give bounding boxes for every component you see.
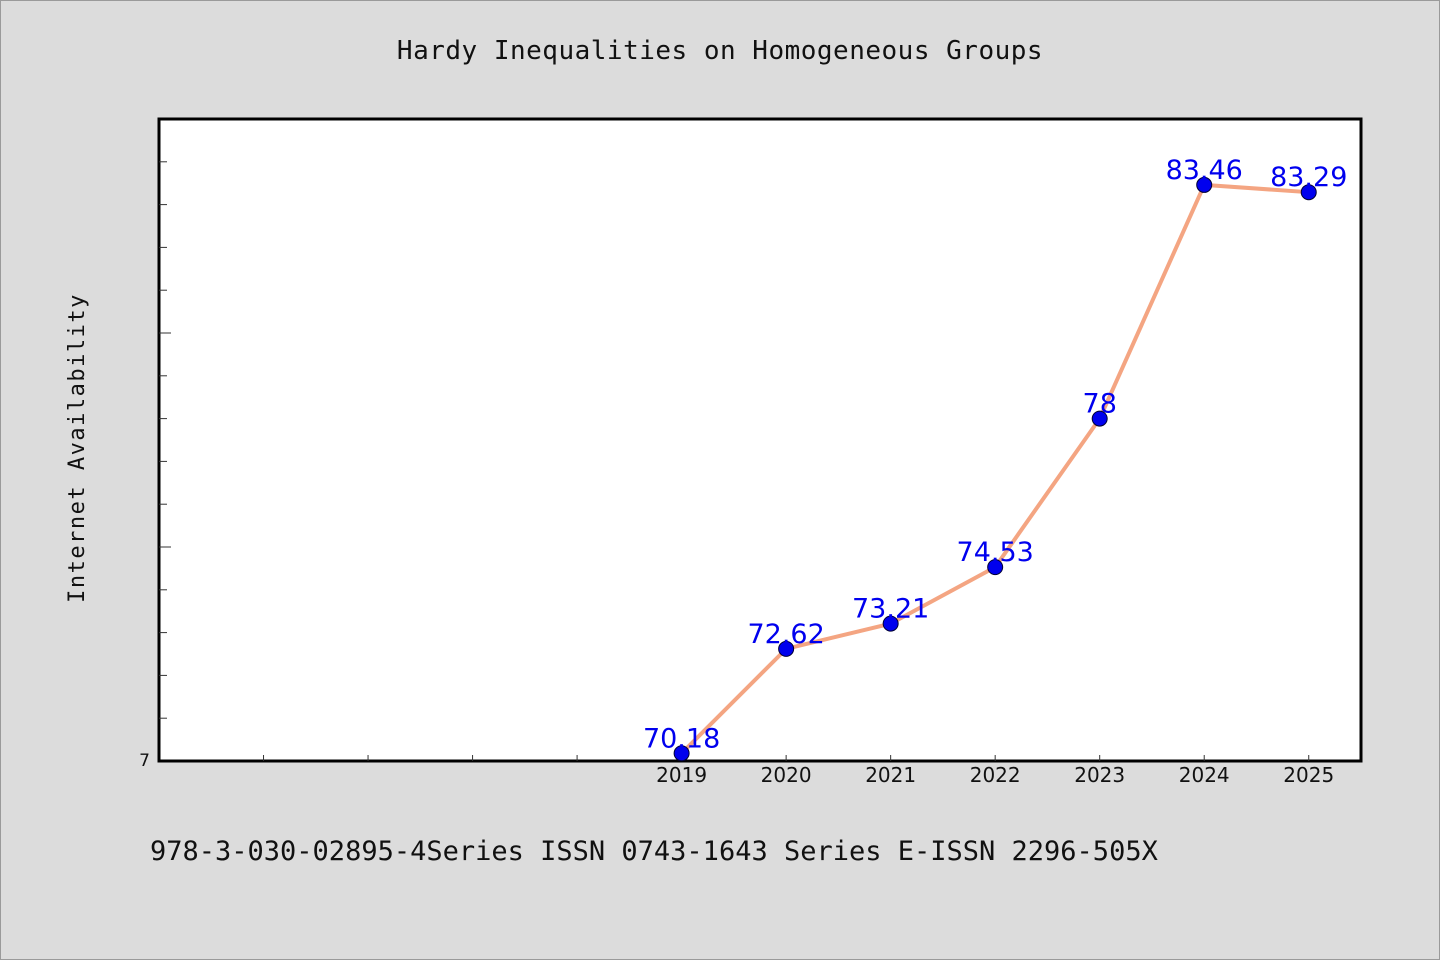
x-tick-label: 2025 <box>1283 763 1334 787</box>
data-label: 78 <box>1083 389 1117 420</box>
x-tick-label: 2024 <box>1179 763 1230 787</box>
x-tick-label: 2020 <box>761 763 812 787</box>
data-point <box>1196 176 1213 193</box>
y-axis-ticks <box>159 161 171 719</box>
x-tick-label: 2022 <box>970 763 1021 787</box>
data-point <box>882 615 899 632</box>
footer-isbn: 978-3-030-02895-4Series ISSN 0743-1643 S… <box>150 836 1158 867</box>
data-label: 70.18 <box>643 723 720 754</box>
x-tick-label: 2021 <box>865 763 916 787</box>
data-point <box>1091 410 1108 427</box>
series-group: 70.18 72.62 73.21 74.53 78 83.46 83.29 <box>643 155 1347 762</box>
data-point <box>987 559 1004 576</box>
data-label: 74.53 <box>957 537 1034 568</box>
y-tick-label: 7 <box>139 751 150 771</box>
chart-title: Hardy Inequalities on Homogeneous Groups <box>396 36 1044 66</box>
data-label: 73.21 <box>852 594 929 625</box>
y-axis-label: Internet Availability <box>65 293 90 603</box>
data-label: 83.29 <box>1270 162 1347 193</box>
plot-area <box>157 117 1363 763</box>
data-point <box>1300 184 1317 201</box>
data-label: 83.46 <box>1166 155 1243 186</box>
data-label: 72.62 <box>747 619 824 650</box>
data-point <box>778 640 795 657</box>
data-point <box>673 745 690 762</box>
x-tick-label: 2023 <box>1074 763 1125 787</box>
x-tick-label: 2019 <box>656 763 707 787</box>
